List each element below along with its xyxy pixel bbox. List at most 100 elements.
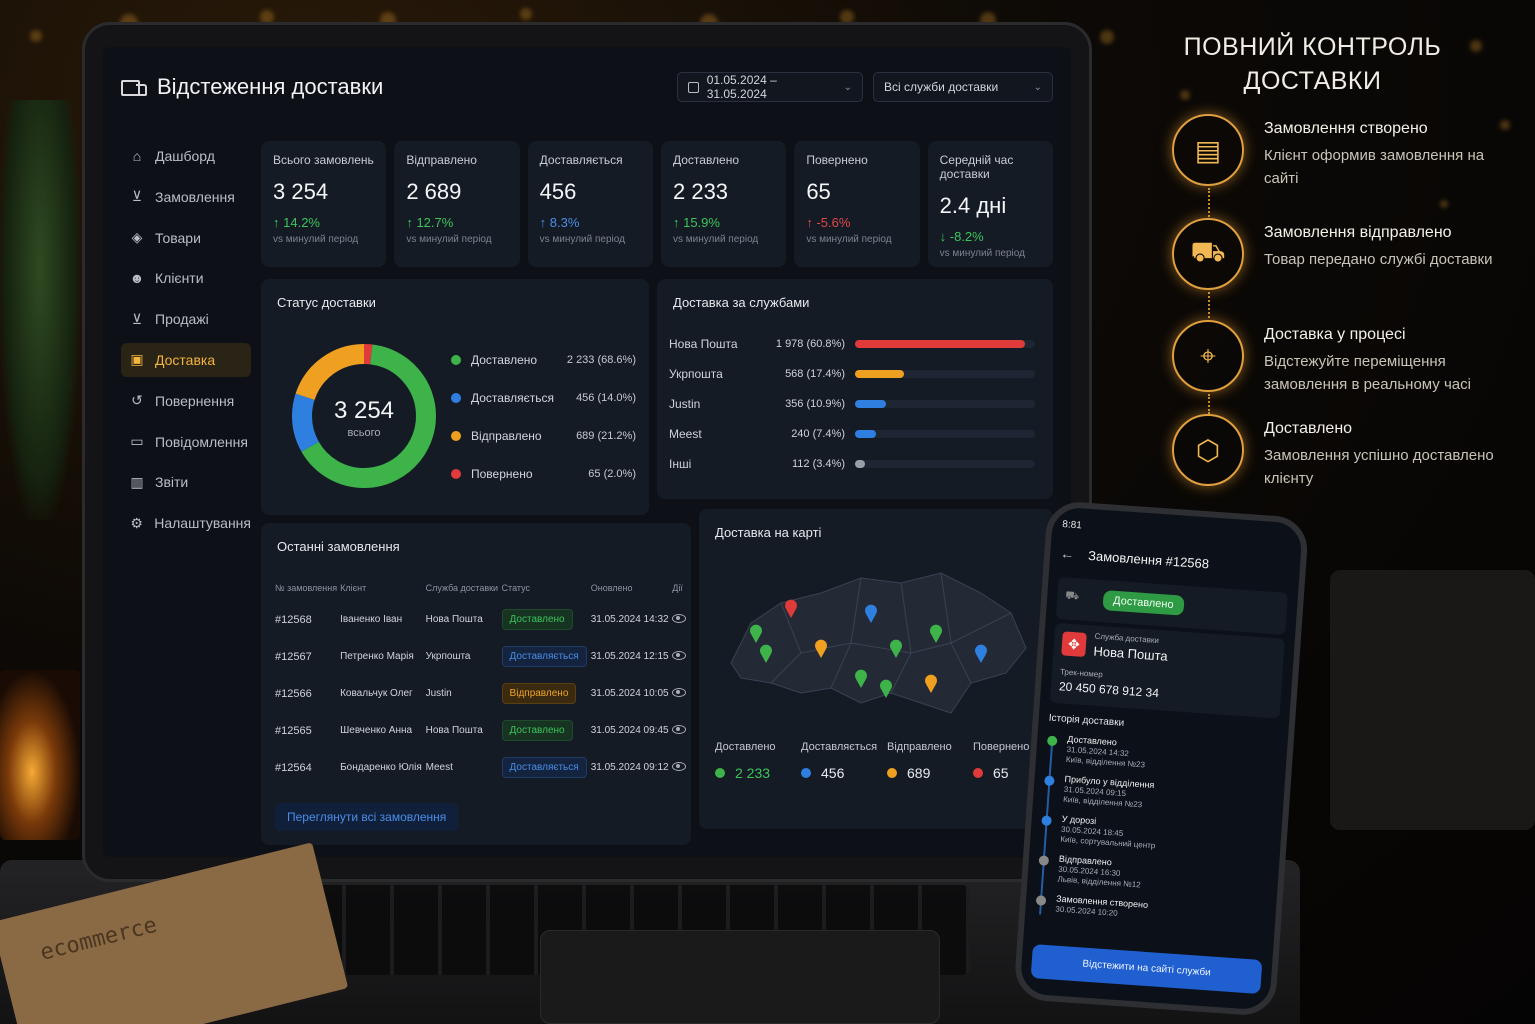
column-header: № замовлення xyxy=(275,583,338,593)
date-range-picker[interactable]: 01.05.2024 – 31.05.2024 ⌄ xyxy=(677,72,863,102)
map-pin[interactable] xyxy=(855,669,867,688)
bokeh-light xyxy=(1470,40,1482,52)
map-pin[interactable] xyxy=(930,624,942,643)
order-id: #12564 xyxy=(275,761,312,774)
map-pin[interactable] xyxy=(890,639,902,658)
service-name: Інші xyxy=(669,457,692,471)
table-row[interactable]: #12568 Іваненко Іван Нова Пошта Доставлено 3… xyxy=(275,601,687,638)
sidebar-item[interactable]: ▭ Повідомлення xyxy=(121,425,251,459)
kpi-subtext: vs минулий період xyxy=(406,234,492,245)
kpi-delta: ↑ 14.2% xyxy=(273,215,374,230)
service-bar-row: Justin 356 (10.9%) xyxy=(669,397,1035,411)
laptop: Відстеження доставки 01.05.2024 – 31.05.… xyxy=(82,22,1092,882)
orders-panel-title: Останні замовлення xyxy=(277,539,400,554)
map-pin[interactable] xyxy=(815,639,827,658)
eye-icon[interactable] xyxy=(672,650,687,660)
bokeh-light xyxy=(840,10,854,24)
kpi-label: Доставлено xyxy=(672,153,740,167)
map-pin[interactable] xyxy=(975,644,987,663)
map-pin[interactable] xyxy=(750,624,762,643)
map-stat: Повернено 65 xyxy=(973,741,1029,781)
history-dot xyxy=(1041,815,1052,827)
track-on-service-site-button[interactable]: Відстежити на сайті служби xyxy=(1030,944,1263,994)
donut-total: 3 254 xyxy=(333,397,395,424)
service-select-value: Всі служби доставки xyxy=(884,80,999,94)
order-id: #12568 xyxy=(275,613,312,626)
map-pin[interactable] xyxy=(785,599,797,618)
timeline-line xyxy=(1039,738,1054,915)
page-title: Відстеження доставки xyxy=(157,74,384,99)
sidebar-item[interactable]: ◈ Товари xyxy=(121,221,251,255)
table-row[interactable]: #12565 Шевченко Анна Нова Пошта Доставлено 3… xyxy=(275,712,687,749)
order-client: Бондаренко Юлія xyxy=(340,762,422,773)
column-header: Оновлено xyxy=(590,583,633,593)
phone-service-label: Служба доставки xyxy=(1094,631,1160,646)
eye-icon[interactable] xyxy=(672,724,687,734)
ukraine-map[interactable] xyxy=(711,553,1041,723)
order-actions xyxy=(672,675,687,712)
map-panel-title: Доставка на карті xyxy=(715,525,822,540)
eye-icon[interactable] xyxy=(672,687,687,697)
kpi-delta: ↑ -5.6% xyxy=(806,215,907,230)
sidebar-item[interactable]: ▣ Доставка xyxy=(121,342,251,377)
sidebar-item[interactable]: ▥ Звіти xyxy=(121,465,251,499)
status-badge: Доставляється xyxy=(501,646,587,667)
sidebar-item[interactable]: ⊻ Замовлення xyxy=(121,180,251,214)
promo-step-title: Замовлення створено xyxy=(1264,120,1428,137)
history-place: Київ, сортувальний центр xyxy=(1060,834,1156,851)
arrow-up-icon: ↑ xyxy=(273,215,284,230)
table-row[interactable]: #12564 Бондаренко Юлія Meest Доставляється 3… xyxy=(275,749,687,786)
service-bar xyxy=(855,460,865,468)
sidebar-item[interactable]: ⊻ Продажі xyxy=(121,302,251,336)
service-value-label: 240 (7.4%) xyxy=(791,428,845,440)
map-pin[interactable] xyxy=(865,604,877,623)
phone-status-badge: Доставлено xyxy=(1102,590,1185,616)
service-bar-row: Інші 112 (3.4%) xyxy=(669,457,1035,471)
sidebar-item[interactable]: ☻ Клієнти xyxy=(121,261,251,295)
column-header: Дії xyxy=(672,583,683,593)
phone-service-card: ✥ Служба доставки Нова Пошта Трек-номер … xyxy=(1049,622,1285,719)
status-badge: Доставлено xyxy=(501,720,573,741)
orders-table: № замовлення Клієнт Служба доставки Статус О… xyxy=(275,575,687,786)
status-dot xyxy=(451,431,461,441)
eye-icon[interactable] xyxy=(672,761,687,771)
order-actions xyxy=(672,601,687,638)
arrow-down-icon: ↓ xyxy=(939,229,950,244)
map-stat-label: Доставляється xyxy=(801,741,878,753)
sidebar-item[interactable]: ⚙ Налаштування xyxy=(121,506,251,540)
bokeh-light xyxy=(1100,30,1114,44)
table-row[interactable]: #12567 Петренко Марія Укрпошта Доставляєтьс… xyxy=(275,638,687,675)
step-connector xyxy=(1208,188,1210,220)
table-row[interactable]: #12566 Ковальчук Олег Justin Відправлено 31.… xyxy=(275,675,687,712)
map-pin[interactable] xyxy=(760,644,772,663)
service-select[interactable]: Всі служби доставки ⌄ xyxy=(873,72,1053,102)
status-legend-label: Доставляється xyxy=(471,391,554,405)
order-status-cell: Відправлено xyxy=(501,675,591,712)
step-connector xyxy=(1208,292,1210,322)
status-legend-row: Відправлено 689 (21.2%) xyxy=(451,429,636,443)
order-client: Ковальчук Олег xyxy=(340,688,413,699)
candle-decor xyxy=(0,670,80,840)
truck-icon xyxy=(121,78,147,96)
service-bar-row: Укрпошта 568 (17.4%) xyxy=(669,367,1035,381)
promo-step-desc: Товар передано службі доставки xyxy=(1264,251,1493,268)
map-pin[interactable] xyxy=(880,679,892,698)
order-service: Нова Пошта xyxy=(425,614,483,625)
order-client: Петренко Марія xyxy=(340,651,414,662)
view-all-orders-button[interactable]: Переглянути всі замовлення xyxy=(275,803,459,831)
map-stat-value-row: 456 xyxy=(801,765,877,781)
bokeh-light xyxy=(520,8,532,20)
order-actions xyxy=(672,712,687,749)
eye-icon[interactable] xyxy=(672,613,687,623)
message-icon: ▭ xyxy=(130,433,144,450)
promo-title: ПОВНИЙ КОНТРОЛЬ ДОСТАВКИ xyxy=(1180,30,1445,98)
map-pin[interactable] xyxy=(925,674,937,693)
kpi-delta-value: 15.9% xyxy=(683,215,720,230)
status-legend-label: Доставлено xyxy=(471,353,538,367)
sidebar-item[interactable]: ↺ Повернення xyxy=(121,384,251,418)
back-arrow-icon[interactable]: ← xyxy=(1059,545,1075,562)
arrow-up-icon: ↑ xyxy=(672,215,684,230)
kpi-card: Повернено 65 ↑ -5.6% vs минулий період xyxy=(794,141,920,267)
column-header: Статус xyxy=(501,583,530,593)
sidebar-item[interactable]: ⌂ Дашборд xyxy=(121,139,251,173)
